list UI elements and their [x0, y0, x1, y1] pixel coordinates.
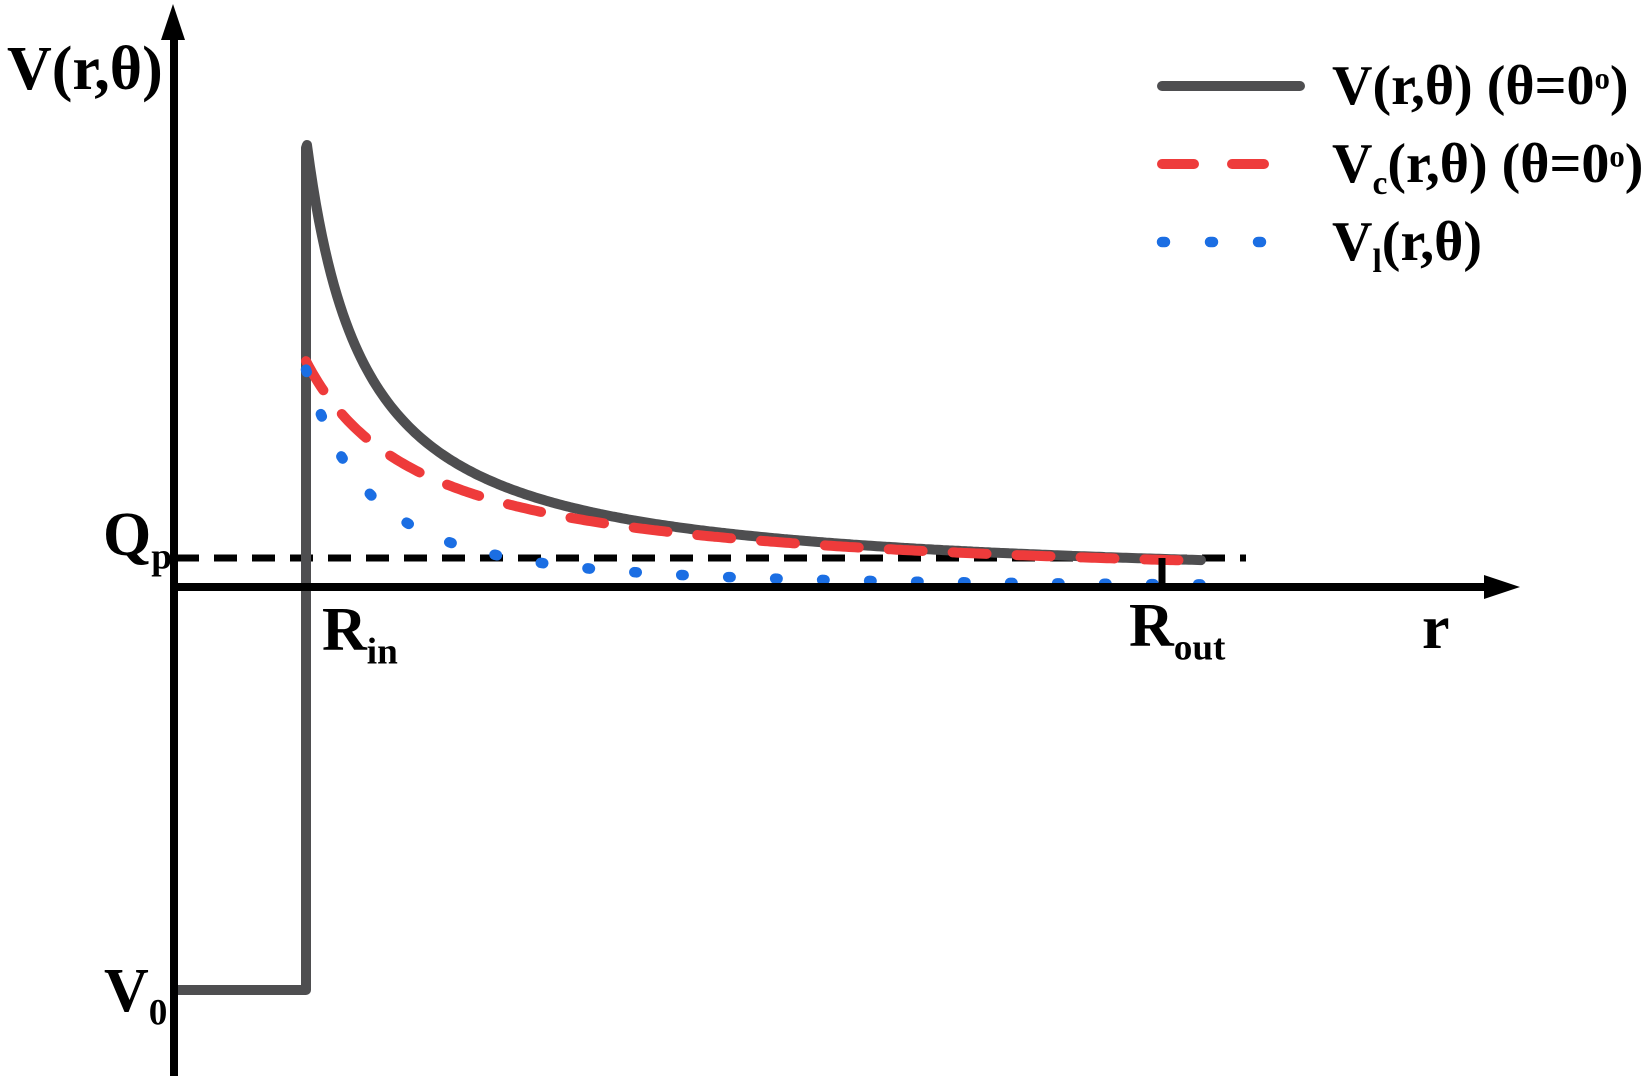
curve-2	[300, 364, 1245, 590]
curve-0	[171, 140, 1206, 995]
legend-item-coulomb-potential: Vc(r,θ) (θ=0o)	[1156, 133, 1643, 203]
curve-1	[301, 356, 1202, 566]
legend: V(r,θ) (θ=0o) Vc(r,θ) (θ=0o) Vl(r,θ)	[1156, 56, 1643, 290]
legend-item-centrifugal-potential: Vl(r,θ)	[1156, 211, 1643, 281]
legend-item-total-potential: V(r,θ) (θ=0o)	[1156, 56, 1643, 116]
x-axis-title: r	[1422, 594, 1450, 662]
legend-line-sample-coulomb	[1157, 159, 1305, 169]
legend-label: Vc(r,θ) (θ=0o)	[1332, 133, 1643, 203]
legend-line-sample-total	[1157, 81, 1305, 91]
qp-label: Qp	[103, 501, 172, 578]
y-axis-arrow	[161, 4, 185, 40]
legend-label: V(r,θ) (θ=0o)	[1332, 55, 1629, 117]
rin-label: Rin	[322, 596, 398, 673]
legend-line-sample-centrifugal	[1156, 236, 1306, 248]
v0-label: V0	[104, 957, 168, 1034]
rout-label: Rout	[1129, 592, 1226, 669]
x-axis-arrow	[1484, 575, 1520, 599]
legend-label: Vl(r,θ)	[1332, 211, 1483, 281]
y-axis-title: V(r,θ)	[7, 35, 163, 103]
